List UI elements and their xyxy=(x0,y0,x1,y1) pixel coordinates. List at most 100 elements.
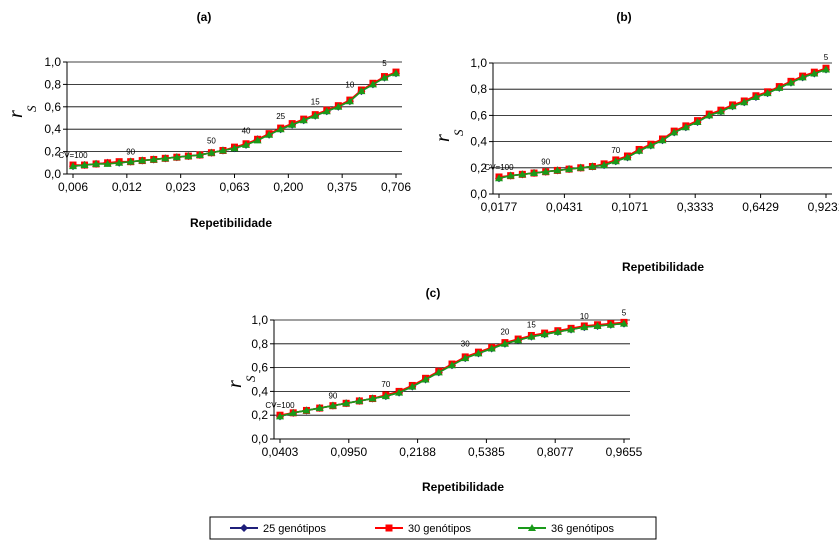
cv-annotation: 10 xyxy=(580,312,589,321)
y-tick-label: 0,6 xyxy=(251,361,268,375)
data-point xyxy=(276,412,284,420)
data-point xyxy=(149,155,158,163)
data-point xyxy=(540,330,549,338)
data-point xyxy=(395,388,404,396)
data-point xyxy=(434,368,443,376)
data-point xyxy=(288,120,297,128)
cv-annotation: 90 xyxy=(328,392,337,401)
cv-annotation: CV=100 xyxy=(58,151,88,160)
data-point xyxy=(553,166,562,174)
data-point xyxy=(530,169,539,177)
chart-legend: 25 genótipos 30 genótipos 36 genótipos xyxy=(209,516,657,540)
panel-b-y-axis-label: r xyxy=(432,134,454,142)
data-point xyxy=(541,167,550,175)
x-tick-label: 0,9231 xyxy=(808,200,839,214)
data-point xyxy=(126,157,135,165)
x-tick-label: 0,0177 xyxy=(481,200,518,214)
x-tick-label: 0,012 xyxy=(112,180,142,194)
y-tick-label: 1,0 xyxy=(44,55,61,69)
data-point xyxy=(342,399,351,407)
data-point xyxy=(506,171,515,179)
legend-marker xyxy=(385,524,393,532)
data-point xyxy=(461,354,470,362)
cv-annotation: 90 xyxy=(126,148,135,157)
panel-c-x-axis-label: Repetibilidade xyxy=(422,480,504,494)
legend-marker xyxy=(528,524,536,531)
cv-annotation: 40 xyxy=(242,126,251,135)
x-tick-label: 0,200 xyxy=(273,180,303,194)
x-tick-label: 0,5385 xyxy=(468,445,505,459)
data-point xyxy=(606,320,615,328)
panel-c-y-axis-label: r xyxy=(224,380,246,388)
cv-annotation: 15 xyxy=(527,320,536,329)
data-point xyxy=(334,102,343,110)
data-point xyxy=(315,404,324,412)
data-point xyxy=(381,392,390,400)
y-tick-label: 0,0 xyxy=(251,432,268,446)
data-point xyxy=(103,159,112,167)
panel-a-title: (a) xyxy=(197,10,212,24)
data-point xyxy=(322,107,331,115)
cv-annotation: 10 xyxy=(345,80,354,89)
data-point xyxy=(576,163,585,171)
cv-annotation: 5 xyxy=(622,308,627,317)
cv-annotation: 20 xyxy=(500,327,509,336)
data-point xyxy=(593,321,602,329)
panel-a-y-axis-label: r xyxy=(5,110,27,118)
data-point xyxy=(184,152,193,160)
data-point xyxy=(302,406,311,414)
data-point xyxy=(368,80,377,88)
data-point xyxy=(115,158,124,166)
x-tick-label: 0,006 xyxy=(58,180,88,194)
data-point xyxy=(421,375,430,383)
data-point xyxy=(138,156,147,164)
data-point xyxy=(681,123,690,131)
legend-label: 25 genótipos xyxy=(263,523,326,535)
data-point xyxy=(798,73,807,81)
data-point xyxy=(751,93,760,101)
data-point xyxy=(92,159,101,167)
y-tick-label: 1,0 xyxy=(251,313,268,327)
y-tick-label: 0,2 xyxy=(251,408,268,422)
data-point xyxy=(355,396,364,404)
data-point xyxy=(253,136,262,144)
data-point xyxy=(786,78,795,86)
y-tick-label: 0,0 xyxy=(44,167,61,181)
data-point xyxy=(600,161,609,169)
data-point xyxy=(172,153,181,161)
x-tick-label: 0,375 xyxy=(327,180,357,194)
data-point xyxy=(161,154,170,162)
data-point xyxy=(740,98,749,106)
panel-a-x-axis-label: Repetibilidade xyxy=(190,216,272,230)
data-point xyxy=(620,319,628,327)
panel-b-y-axis-label-subscript: S xyxy=(451,129,466,136)
legend-label: 30 genótipos xyxy=(408,523,471,535)
data-point xyxy=(474,349,483,357)
panel-c-title: (c) xyxy=(426,286,441,300)
data-point xyxy=(276,125,285,133)
data-point xyxy=(565,165,574,173)
data-point xyxy=(670,128,679,136)
x-tick-label: 0,706 xyxy=(381,180,411,194)
data-point xyxy=(588,162,597,170)
data-point xyxy=(775,83,784,91)
data-point xyxy=(514,336,523,344)
panel-a-y-axis-label-subscript: S xyxy=(24,105,39,112)
data-point xyxy=(553,327,562,335)
cv-annotation: 30 xyxy=(461,339,470,348)
y-tick-label: 0,8 xyxy=(44,77,61,91)
x-tick-label: 0,023 xyxy=(166,180,196,194)
x-tick-label: 0,6429 xyxy=(742,200,779,214)
panel-b-x-axis-label: Repetibilidade xyxy=(622,260,704,274)
x-tick-label: 0,0431 xyxy=(546,200,583,214)
data-point xyxy=(763,89,772,97)
data-point xyxy=(623,153,632,161)
data-point xyxy=(311,111,320,119)
data-point xyxy=(380,73,389,81)
x-tick-label: 0,063 xyxy=(219,180,249,194)
panel-b-title: (b) xyxy=(616,10,631,24)
y-tick-label: 0,6 xyxy=(470,108,487,122)
chart-panel-c: (c) Repetibilidade r S 0,0 0,2 0,4 0,6 0,8 1,… xyxy=(224,286,643,494)
data-point xyxy=(716,107,725,115)
x-tick-label: 0,9655 xyxy=(606,445,643,459)
